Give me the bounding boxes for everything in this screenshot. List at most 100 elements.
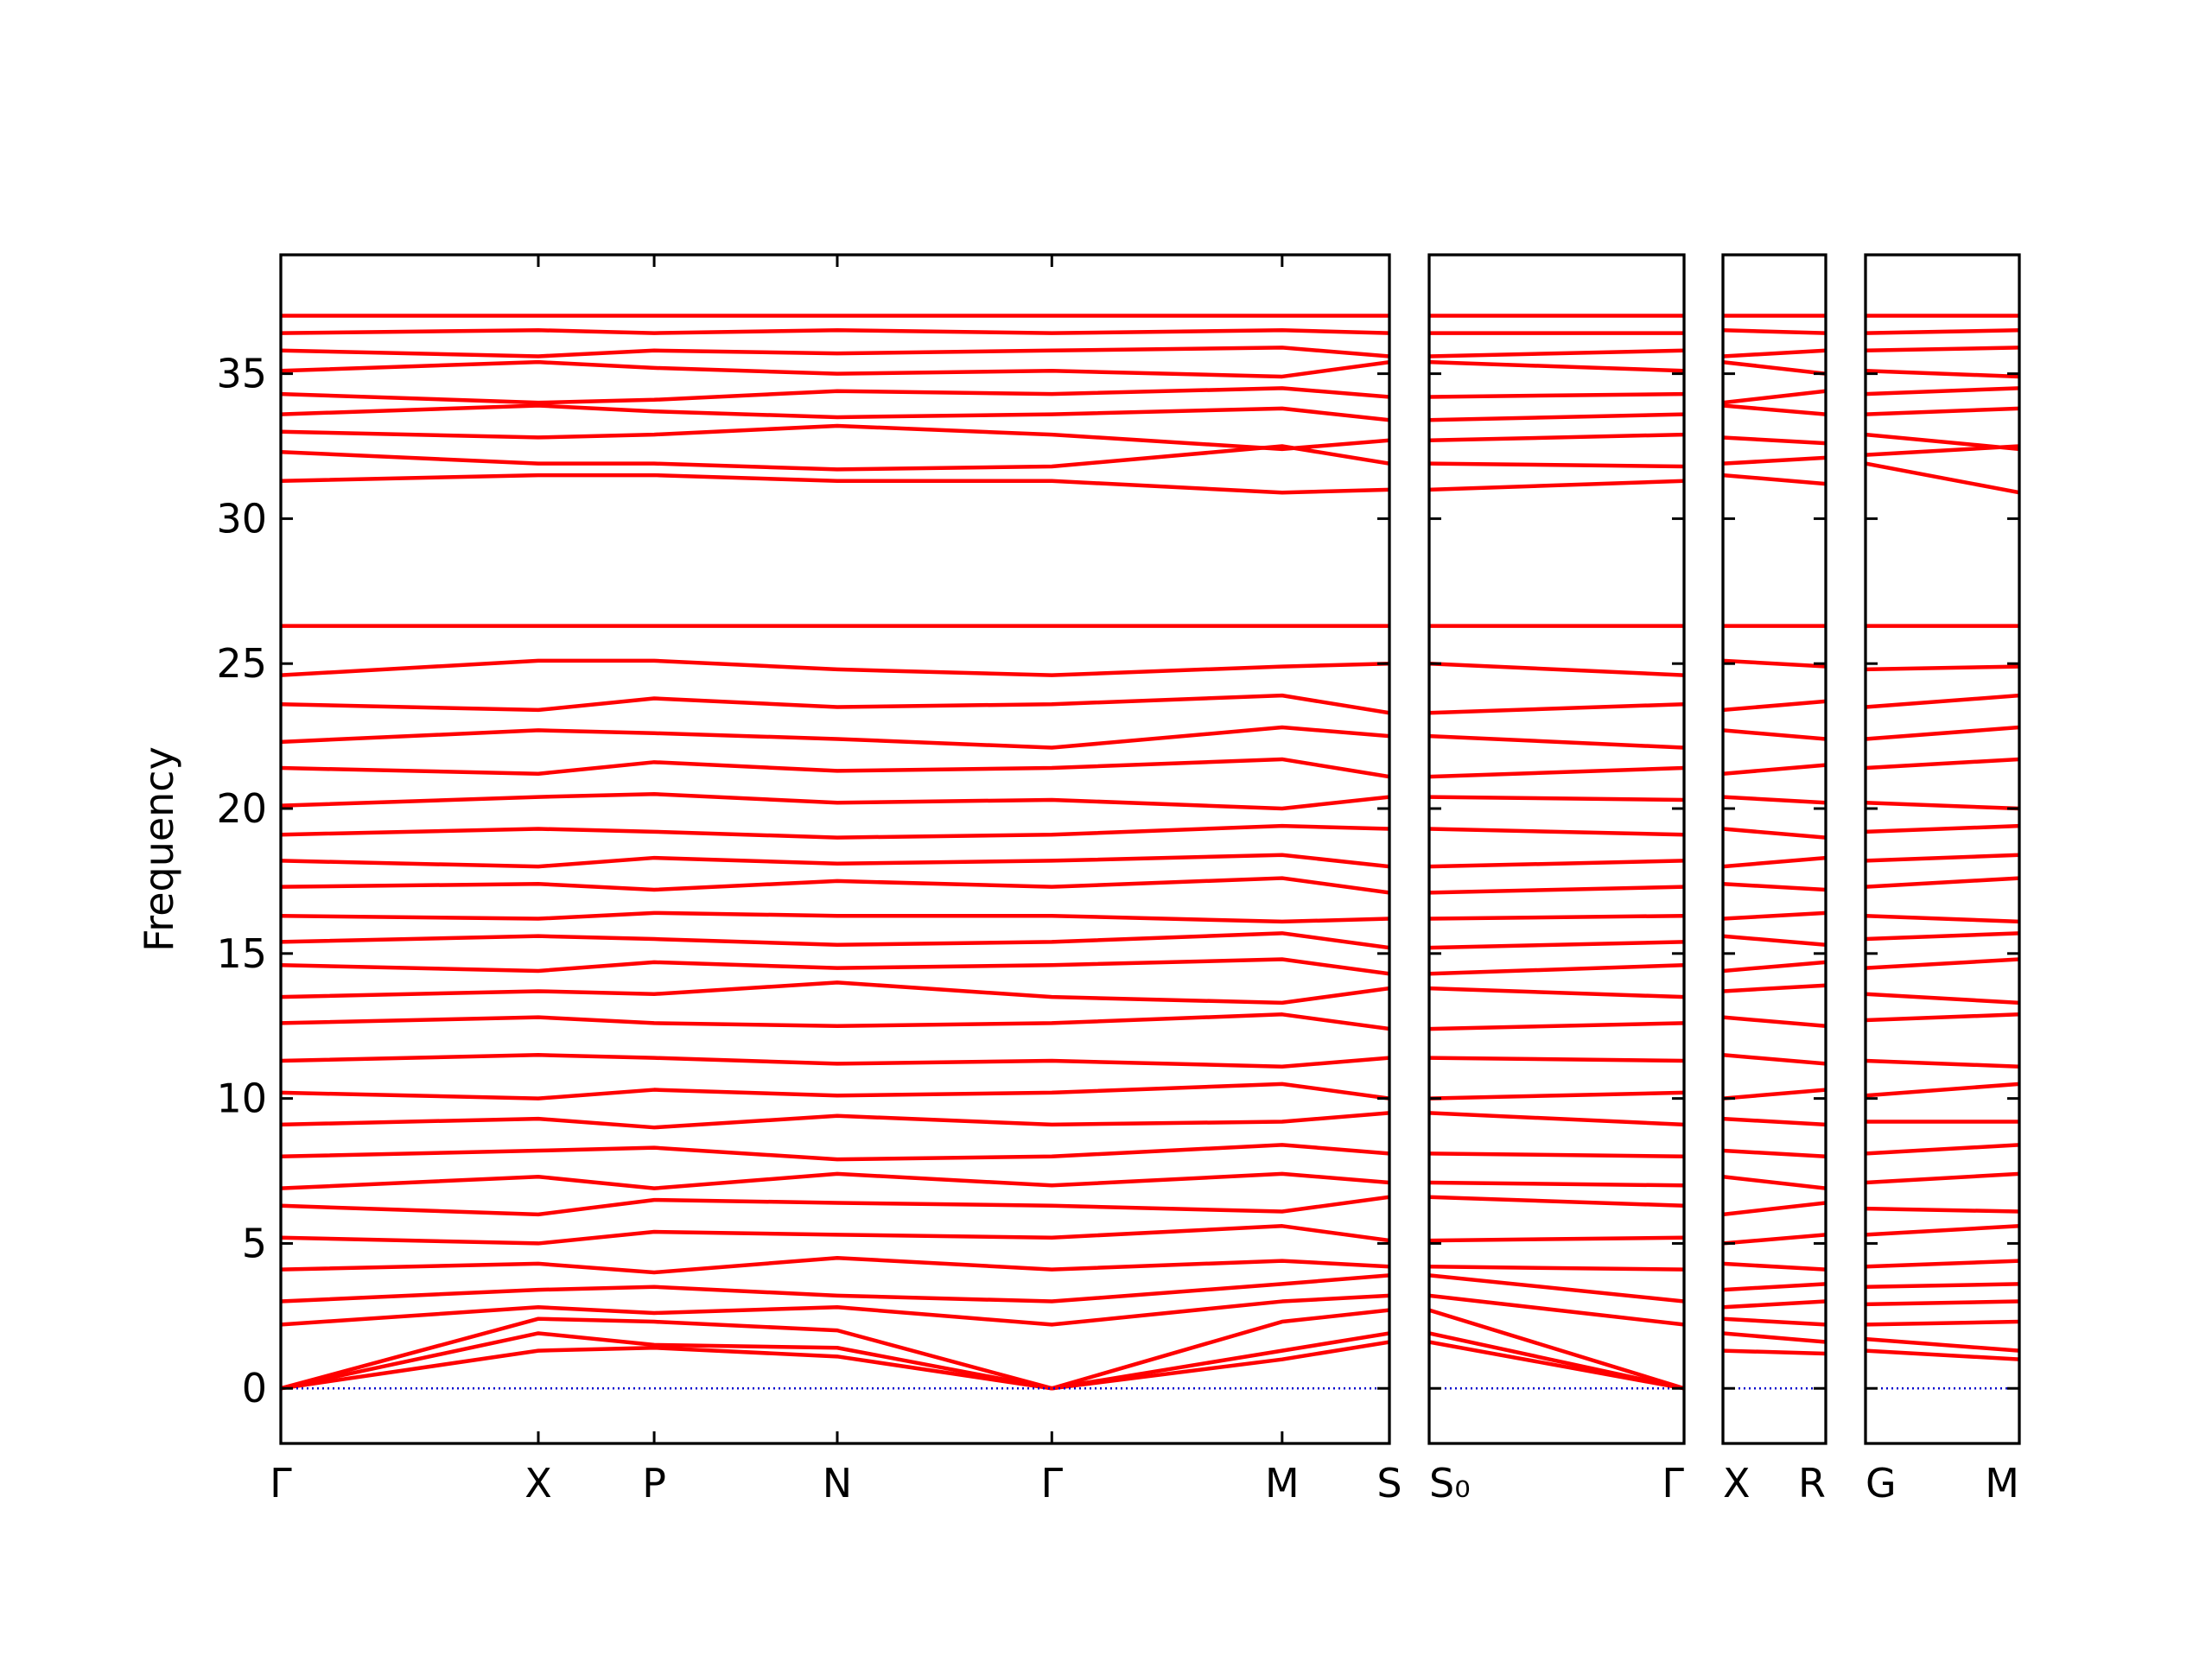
band-line [1866,1171,2019,1185]
band-line [1723,1088,1826,1101]
band-line [281,853,1389,869]
band-line [281,876,1389,895]
band-line [1866,1224,2019,1237]
band-line [281,1293,1389,1327]
x-tick-label: P [642,1460,666,1507]
band-line [1723,827,1826,840]
x-tick-label: M [1985,1460,2019,1507]
band-line [1866,328,2019,335]
band-line [1723,1282,1826,1292]
band-line [281,910,1389,924]
band-line [1723,403,1826,416]
band-line [1723,763,1826,776]
band-line [1429,461,1684,469]
band-line [1723,934,1826,947]
band-line [281,1111,1389,1130]
band-line [1429,765,1684,779]
band-line [281,1143,1389,1162]
x-tick-label: R [1798,1460,1826,1507]
band-line [281,328,1389,335]
band-line [1429,1195,1684,1208]
band-line [1723,658,1826,669]
band-line [1429,391,1684,399]
band-line [1429,432,1684,443]
band-line [1429,1111,1684,1127]
band-line [1429,359,1684,373]
band-line [281,1255,1389,1275]
band-line [1866,1012,2019,1023]
band-line [1723,473,1826,486]
band-line [1429,1273,1684,1304]
band-line [281,386,1389,405]
band-line [1429,859,1684,869]
band-line [1723,435,1826,446]
band-line [281,1082,1389,1101]
band-line [1866,992,2019,1005]
band-line [1429,885,1684,895]
band-line [281,1012,1389,1031]
band-line [1723,1261,1826,1272]
band-line [1723,1148,1826,1158]
band-line [281,1195,1389,1217]
band-line [1723,455,1826,466]
band-line [1723,328,1826,335]
plot-area [1429,314,1684,1391]
band-line [1723,728,1826,741]
band-line [1429,986,1684,999]
band-line [281,980,1389,1005]
band-line [1866,1058,2019,1069]
plot-area [281,314,1389,1391]
band-line [1866,386,2019,396]
band-line [281,957,1389,976]
plot-area [1866,314,2019,1361]
y-tick-label: 35 [216,351,267,397]
band-line [1866,693,2019,709]
x-tick-label: M [1265,1460,1300,1507]
x-tick-label: Γ [270,1460,292,1507]
band-line [1723,389,1826,405]
band-line [1866,1299,2019,1307]
y-axis-label: Frequency [136,746,182,952]
band-line [1429,1293,1684,1327]
band-line [1429,733,1684,750]
axes-frame [1864,253,2021,1445]
axes-frame [1427,253,1686,1445]
band-line [1866,823,2019,834]
band-line [1866,876,2019,889]
band-line [1866,801,2019,811]
band-line [1866,725,2019,741]
x-tick-label: X [1723,1460,1751,1507]
band-line [281,1171,1389,1190]
y-tick-label: 10 [216,1075,267,1122]
band-line [1429,940,1684,950]
band-line [1429,661,1684,677]
band-line [1866,1319,2019,1327]
band-line [1723,348,1826,358]
x-tick-label: X [524,1460,552,1507]
band-line [1429,1056,1684,1063]
band-line [1723,359,1826,376]
band-line [1866,1336,2019,1353]
band-line [1866,1082,2019,1098]
band-line [1866,957,2019,970]
band-line [1723,1175,1826,1190]
band-line [1866,757,2019,771]
band-line [281,725,1389,750]
band-line [1866,931,2019,942]
band-line [1866,1259,2019,1269]
band-line [1723,1053,1826,1066]
band-line [281,791,1389,811]
band-line [1723,1299,1826,1310]
band-line [1429,913,1684,921]
band-line [281,1331,1389,1391]
band-line [1429,1151,1684,1158]
band-line [1866,368,2019,379]
band-line [1866,432,2019,452]
band-line [281,473,1389,495]
band-line [281,693,1389,715]
x-tick-label: Γ [1040,1460,1063,1507]
band-line [281,1340,1389,1391]
band-line [1429,701,1684,715]
